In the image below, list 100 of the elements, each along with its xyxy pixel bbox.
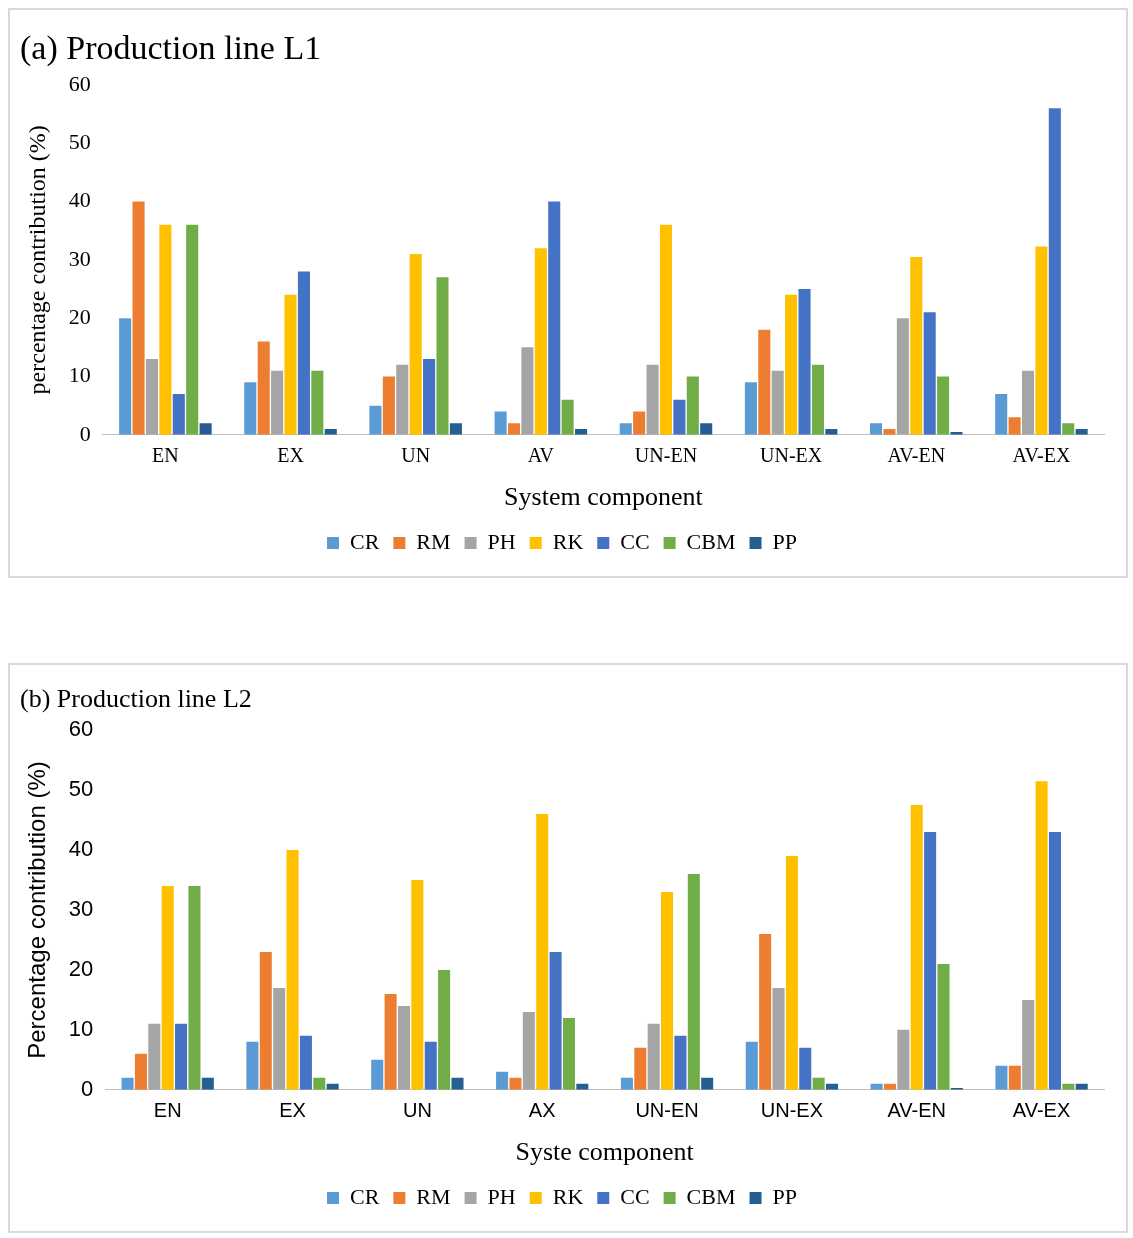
bar: [161, 886, 174, 1090]
bar: [701, 1077, 714, 1090]
bar: [313, 1077, 326, 1090]
bar: [745, 1041, 758, 1090]
bar: [299, 1035, 312, 1090]
bar: [811, 364, 824, 435]
legend-label: CC: [620, 528, 650, 554]
legend-label: CR: [350, 1183, 380, 1209]
bar: [186, 224, 199, 435]
bar: [384, 993, 397, 1090]
y-tick-label: 50: [68, 128, 91, 154]
x-tick-label: AV: [527, 444, 555, 467]
chart-title: (b) Production line L2: [20, 684, 252, 714]
bar: [145, 358, 158, 435]
y-tick-label: 60: [68, 70, 91, 96]
bar: [411, 880, 424, 1090]
bar: [397, 1005, 411, 1090]
bar: [937, 376, 950, 435]
bar: [661, 892, 674, 1090]
bar: [647, 1023, 660, 1090]
bar: [175, 1023, 188, 1090]
bar: [785, 856, 798, 1090]
bar: [620, 1077, 633, 1090]
x-tick-label: AV-EX: [1012, 444, 1071, 467]
bar: [1022, 999, 1035, 1090]
bar: [148, 1023, 161, 1090]
x-tick-label: UN-EN: [635, 1099, 699, 1122]
x-tick-label: UN: [401, 444, 431, 467]
bar: [910, 256, 923, 435]
bar: [449, 423, 462, 435]
bar: [1035, 246, 1048, 435]
bar: [619, 423, 632, 435]
legend-label: RM: [416, 1183, 451, 1209]
bar: [496, 1071, 509, 1090]
y-tick-label: 10: [68, 362, 91, 388]
legend-label: PH: [487, 1183, 516, 1209]
bar: [536, 814, 549, 1090]
bar: [534, 248, 547, 435]
bar: [812, 1077, 825, 1090]
x-tick-label: EN: [152, 444, 179, 467]
x-tick-label: EX: [277, 444, 305, 467]
x-tick-label: AX: [528, 1099, 556, 1122]
bar: [311, 370, 324, 435]
bar: [257, 341, 270, 435]
bar: [659, 224, 673, 435]
bar: [1008, 1065, 1021, 1090]
bar: [995, 1065, 1008, 1090]
bar: [172, 393, 185, 435]
bar: [436, 277, 449, 435]
bar: [201, 1077, 214, 1090]
bar: [785, 294, 798, 435]
bar: [744, 382, 757, 435]
bar: [562, 1017, 575, 1090]
legend-label: CBM: [686, 528, 736, 554]
bar: [759, 933, 772, 1090]
bar: [1035, 781, 1048, 1090]
y-tick-label: 20: [68, 303, 91, 329]
x-tick-label: UN: [402, 1099, 432, 1122]
bar: [273, 987, 286, 1090]
bar: [494, 411, 507, 435]
x-tick-label: UN-EX: [760, 1099, 824, 1122]
bar: [119, 318, 132, 435]
bar: [561, 399, 574, 435]
y-tick-label: 30: [68, 896, 94, 922]
bar: [423, 358, 436, 435]
x-tick-label: UN-EX: [760, 444, 823, 467]
bar: [700, 423, 713, 435]
bar: [548, 201, 561, 435]
bar: [424, 1041, 437, 1090]
x-axis-title: System component: [504, 482, 704, 512]
bar: [634, 1047, 647, 1090]
bar: [687, 874, 700, 1090]
bar: [509, 1077, 522, 1090]
bar: [674, 1035, 687, 1090]
y-tick-label: 40: [68, 836, 94, 862]
y-tick-label: 20: [68, 956, 94, 981]
bar: [1021, 370, 1035, 435]
y-tick-label: 0: [79, 420, 91, 446]
bar: [771, 370, 784, 435]
bar: [646, 364, 659, 435]
bar: [259, 951, 272, 1090]
bar: [438, 969, 451, 1090]
bar: [409, 253, 422, 435]
bar: [121, 1077, 134, 1090]
bar: [371, 1059, 384, 1090]
legend-label: CC: [620, 1183, 650, 1209]
chart-title: (a) Production line L1: [20, 29, 322, 68]
legend-label: PP: [772, 528, 798, 554]
bar: [897, 1029, 910, 1090]
bar: [382, 376, 395, 435]
legend-label: PH: [487, 528, 516, 554]
bar: [923, 312, 936, 435]
bar: [870, 423, 883, 435]
bar: [673, 399, 686, 435]
x-tick-label: EX: [279, 1099, 306, 1122]
legend-label: RK: [552, 528, 584, 554]
bar: [369, 405, 382, 435]
bar: [1048, 832, 1061, 1090]
bar: [188, 886, 201, 1090]
x-tick-label: UN-EN: [634, 444, 698, 467]
